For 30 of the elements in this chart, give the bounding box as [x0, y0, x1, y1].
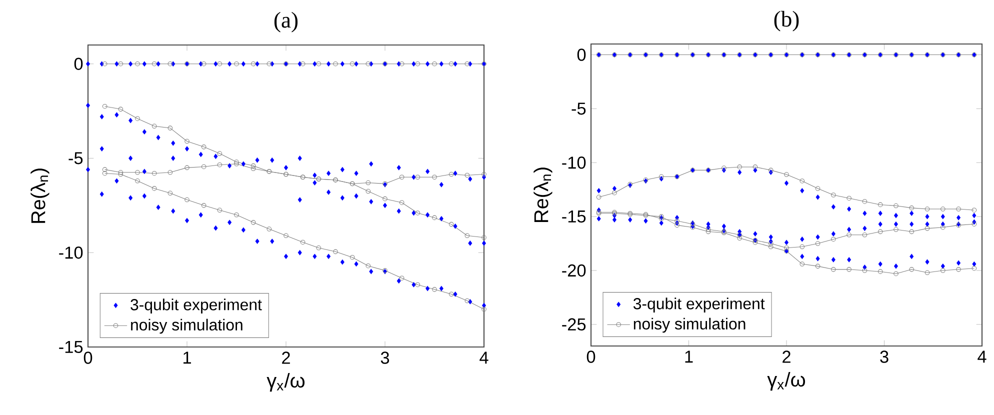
y-tick-label: -10 — [562, 156, 586, 169]
x-tick-label: 0 — [586, 350, 596, 363]
x-tick-label: 1 — [685, 350, 693, 363]
y-axis-title: Re(λ$_{n}$) — [30, 168, 50, 223]
y-tick-label: 0 — [74, 58, 83, 70]
legend-label: 3-qubit experiment — [130, 298, 262, 314]
y-tick-label: -5 — [572, 102, 586, 115]
legend-label: noisy simulation — [131, 318, 242, 334]
y-tick-label: -15 — [562, 210, 586, 223]
x-tick-label: 1 — [184, 352, 191, 364]
chart-title: (b) — [774, 10, 799, 32]
x-axis-title: γ$_{x}$/ω — [266, 373, 305, 392]
y-tick-label: -25 — [562, 318, 586, 331]
x-axis-title: γ$_{x}$/ω — [767, 372, 806, 391]
y-tick-label: -10 — [59, 246, 83, 259]
x-tick-label: 3 — [380, 352, 390, 364]
y-tick-label: -15 — [59, 340, 83, 354]
y-tick-label: -20 — [562, 264, 586, 277]
y-tick-label: -5 — [68, 152, 83, 164]
x-tick-label: 2 — [282, 352, 290, 364]
y-tick-label: 0 — [577, 48, 586, 61]
y-axis-title: Re(λ$_{n}$) — [534, 168, 552, 222]
x-tick-label: 3 — [880, 350, 888, 363]
chart-title: (a) — [274, 12, 298, 32]
legend-label: 3-qubit experiment — [633, 298, 765, 312]
legend-label: noisy simulation — [634, 318, 746, 333]
x-tick-label: 4 — [480, 352, 488, 364]
x-tick-label: 4 — [978, 350, 986, 363]
x-tick-label: 0 — [84, 352, 92, 364]
x-tick-label: 2 — [782, 350, 790, 363]
